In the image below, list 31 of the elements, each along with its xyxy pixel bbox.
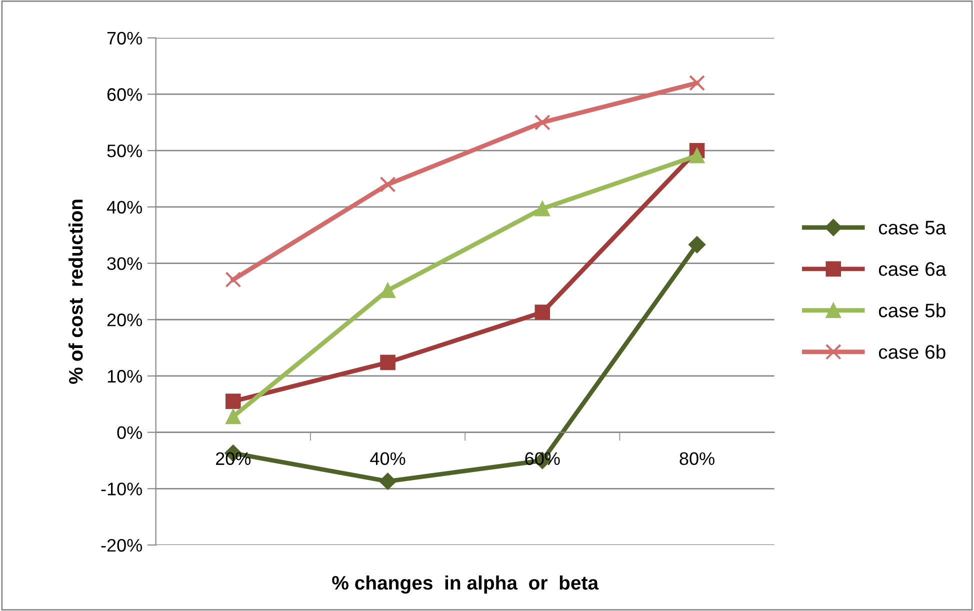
y-tick-label: -20% [101, 538, 142, 552]
point [534, 200, 550, 216]
y-tick-label: -10% [101, 482, 142, 496]
point [226, 408, 241, 424]
legend-label: case 6b [878, 344, 946, 359]
y-tick-label: 20% [107, 314, 142, 326]
y-tick-label: 70% [107, 32, 142, 45]
y-tick-label: 50% [107, 144, 142, 158]
point [688, 236, 706, 254]
x-axis-title: % changes in alpha or beta [332, 575, 599, 594]
point [380, 176, 396, 192]
point [226, 394, 241, 409]
y-tick-label: 0% [117, 426, 142, 440]
point [689, 148, 705, 164]
point [379, 472, 396, 490]
legend-label: case 5a [878, 220, 946, 234]
point [534, 114, 550, 130]
point [225, 272, 242, 288]
y-tick-label: 30% [107, 257, 142, 270]
point [380, 354, 396, 370]
y-axis-title: % of cost reduction [68, 200, 83, 384]
y-tick-label: 40% [106, 200, 142, 214]
point [380, 282, 396, 298]
legend-label: case 6a [878, 262, 946, 276]
x-tick-label: 80% [680, 452, 714, 466]
y-tick-label: 10% [108, 370, 142, 383]
point [689, 74, 706, 91]
legend-label: case 5b [878, 303, 946, 318]
point [534, 304, 550, 320]
x-tick-label: 40% [370, 452, 406, 466]
y-tick-label: 60% [107, 88, 142, 101]
